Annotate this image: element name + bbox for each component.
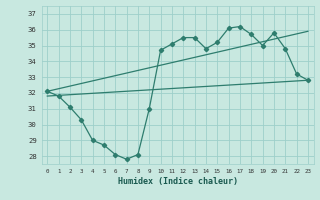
X-axis label: Humidex (Indice chaleur): Humidex (Indice chaleur) xyxy=(118,177,237,186)
